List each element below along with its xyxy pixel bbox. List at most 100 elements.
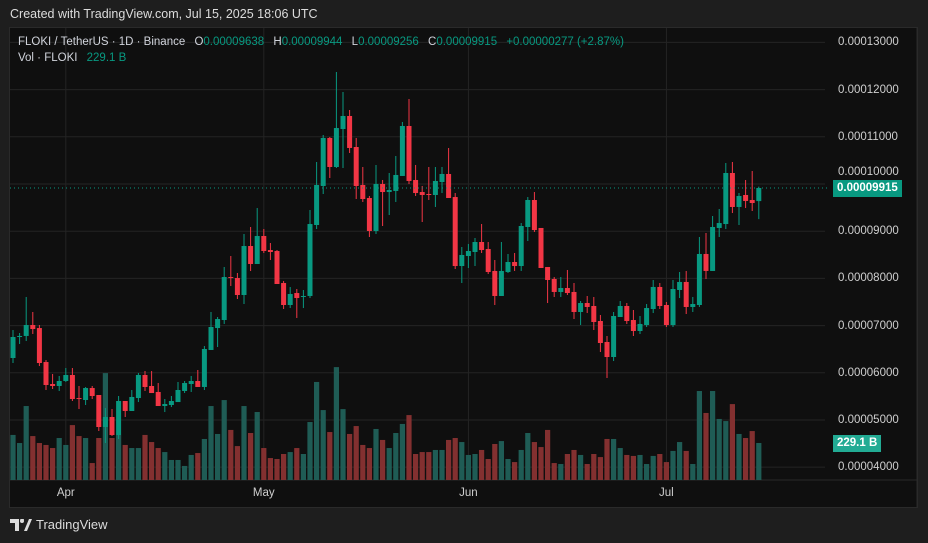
candle-down [703, 253, 709, 271]
candle-up [670, 289, 676, 326]
candle-down [30, 325, 36, 330]
volume-bar [558, 464, 564, 480]
candle-down [604, 342, 610, 358]
volume-bar [234, 446, 240, 480]
candle-down [294, 293, 300, 299]
volume-bar [525, 433, 531, 480]
volume-bar [723, 421, 729, 480]
volume-bar [512, 462, 518, 480]
volume-bar [69, 425, 75, 480]
candle-up [17, 335, 23, 338]
price-tick-label: 0.00011000 [838, 130, 898, 143]
candle-up [340, 115, 346, 130]
candle-down [89, 388, 95, 396]
volume-bar [89, 463, 95, 480]
candle-down [683, 281, 689, 307]
volume-bar [505, 459, 511, 480]
volume-bar [677, 442, 683, 480]
volume-bar [142, 434, 148, 480]
volume-bar [221, 400, 227, 480]
candle-up [287, 294, 293, 306]
candle-up [644, 308, 650, 326]
volume-bar [168, 459, 174, 480]
volume-bar [551, 463, 557, 480]
candle-up [168, 400, 174, 406]
volume-bar [353, 426, 359, 480]
volume-bar [254, 412, 260, 480]
candle-down [419, 192, 425, 195]
candle-down [551, 278, 557, 292]
time-tick-label: Jun [459, 487, 478, 499]
candle-down [96, 395, 102, 428]
candle-up [696, 253, 702, 306]
candle-down [545, 267, 551, 280]
candle-down [347, 115, 353, 148]
price-tick-label: 0.00005000 [838, 413, 899, 426]
volume-bar [320, 410, 326, 480]
volume-bar [604, 438, 610, 480]
volume-bar [122, 444, 128, 480]
candle-up [465, 251, 471, 257]
candle-down [630, 320, 636, 332]
volume-bar [188, 454, 194, 480]
low-value: 0.00009256 [358, 36, 419, 48]
candle-down [228, 277, 234, 279]
volume-bar [228, 429, 234, 480]
volume-bar [360, 444, 366, 480]
volume-value: 229.1 B [86, 52, 127, 64]
candle-down [591, 305, 597, 322]
candle-up [175, 390, 181, 403]
symbol-label[interactable]: FLOKI / TetherUS · 1D · Binance [18, 36, 186, 48]
candle-down [485, 248, 491, 273]
candle-up [472, 241, 478, 253]
volume-bar [472, 453, 478, 480]
volume-bar [208, 406, 214, 480]
candle-down [195, 380, 201, 387]
volume-bar [756, 443, 762, 480]
candle-up [300, 295, 306, 297]
candle-up [386, 189, 392, 193]
candle-up [333, 128, 339, 168]
tradingview-logo-icon [10, 518, 32, 531]
candle-down [360, 184, 366, 200]
candle-up [56, 380, 62, 386]
candle-down [597, 321, 603, 343]
candle-down [584, 303, 590, 307]
candle-up [10, 337, 16, 359]
time-tick-label: Apr [56, 487, 75, 499]
candle-down [248, 246, 254, 264]
ohlc-legend: FLOKI / TetherUS · 1D · Binance O0.00009… [18, 36, 624, 48]
candle-down [353, 146, 359, 186]
candle-down [274, 251, 280, 285]
candle-down [327, 137, 333, 168]
volume-bar [366, 448, 372, 480]
volume-bar [663, 462, 669, 480]
candle-down [743, 194, 749, 201]
candle-up [182, 383, 188, 391]
candle-up [129, 396, 135, 412]
volume-bar [710, 391, 716, 480]
candle-down [413, 179, 419, 194]
volume-bar [716, 418, 722, 480]
candle-down [426, 194, 432, 196]
volume-bar [657, 453, 663, 480]
tradingview-logo[interactable]: TradingView [10, 517, 108, 532]
volume-bar [17, 443, 23, 480]
volume-bar [637, 454, 643, 480]
volume-bar [670, 450, 676, 480]
candle-up [498, 270, 504, 296]
candle-down [406, 125, 412, 181]
volume-bar [690, 464, 696, 480]
candle-up [650, 286, 656, 310]
volume-bar [327, 432, 333, 480]
volume-bar [267, 458, 273, 480]
volume-bar [43, 444, 49, 480]
volume-label[interactable]: Vol · FLOKI [18, 52, 78, 64]
candle-up [201, 348, 207, 387]
volume-bar [591, 453, 597, 480]
candle-down [149, 385, 155, 394]
volume-bar [307, 422, 313, 480]
volume-bar [340, 409, 346, 480]
volume-bar [650, 455, 656, 480]
